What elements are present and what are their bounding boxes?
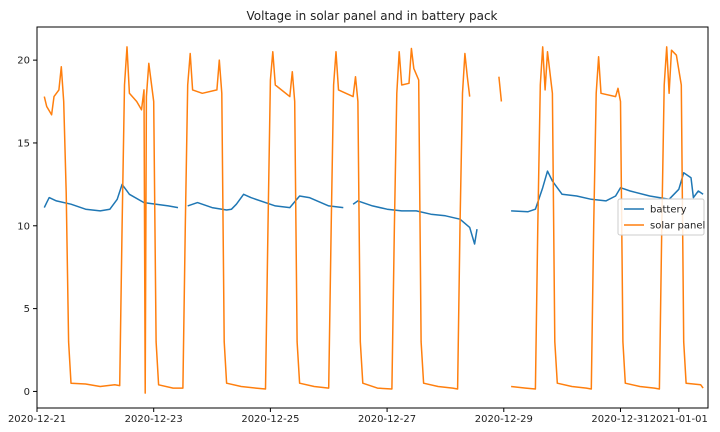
x-tick-label: 2020-12-23 [125, 414, 183, 425]
x-tick-label: 2020-12-29 [475, 414, 533, 425]
series-layer [43, 46, 704, 394]
y-tick-label: 5 [24, 304, 30, 315]
x-tick-label: 2020-12-21 [8, 414, 66, 425]
x-tick-label: 2020-12-31 [591, 414, 649, 425]
x-axis: 2020-12-21 2020-12-23 2020-12-25 2020-12-27… [8, 408, 708, 425]
y-tick-label: 20 [17, 56, 30, 67]
x-tick-label: 2020-12-25 [241, 414, 299, 425]
legend: battery solar panel [617, 198, 705, 236]
y-axis: 0 5 10 15 20 [17, 56, 37, 398]
plot-frame [36, 26, 709, 409]
legend-label: battery [650, 205, 687, 216]
x-tick-label: 2020-12-27 [358, 414, 416, 425]
series-line-solar-panel [43, 46, 704, 394]
chart-title: Voltage in solar panel and in battery pa… [247, 9, 498, 23]
legend-box [617, 198, 705, 236]
legend-label: solar panel [650, 221, 705, 232]
y-tick-label: 15 [17, 138, 30, 149]
y-tick-label: 10 [17, 221, 30, 232]
y-tick-label: 0 [24, 387, 30, 398]
x-tick-label: 2021-01-01 [650, 414, 708, 425]
series-line-battery [43, 170, 704, 245]
